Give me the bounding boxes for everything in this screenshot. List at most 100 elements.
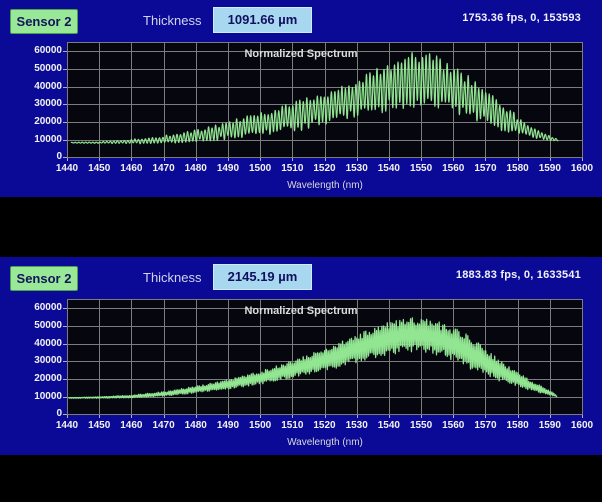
x-tick-mark [453, 415, 454, 418]
x-axis-title: Wavelength (nm) [287, 437, 363, 448]
x-tick-mark [453, 158, 454, 161]
y-tick-mark [63, 157, 67, 158]
sensor-panel-top: Sensor 2 Thickness 1091.66 µm 1753.36 fp… [0, 0, 602, 197]
x-tick-label: 1490 [216, 163, 240, 174]
x-tick-label: 1590 [538, 420, 561, 431]
x-tick-label: 1600 [570, 163, 594, 174]
x-tick-mark [389, 158, 390, 161]
y-tick-mark [63, 361, 67, 362]
y-tick-mark [63, 379, 67, 380]
x-tick-mark [67, 158, 68, 161]
x-tick-label: 1600 [570, 420, 594, 431]
y-tick-mark [63, 140, 67, 141]
chart-title: Normalized Spectrum [244, 305, 358, 317]
x-tick-label: 1510 [281, 420, 304, 431]
y-tick-mark [63, 87, 67, 88]
sensor-button[interactable]: Sensor 2 [10, 9, 78, 34]
x-tick-mark [292, 415, 293, 418]
x-tick-mark [357, 415, 358, 418]
x-tick-mark [164, 158, 165, 161]
y-tick-mark [63, 414, 67, 415]
y-tick-label: 60000 [34, 301, 62, 313]
y-tick-label: 40000 [34, 337, 62, 349]
x-tick-mark [131, 158, 132, 161]
spectrum-plot-canvas [67, 42, 583, 158]
x-tick-label: 1550 [409, 163, 433, 174]
y-tick-label: 60000 [34, 44, 62, 56]
y-tick-label: 10000 [34, 134, 62, 146]
thickness-value-indicator[interactable]: 1091.66 µm [213, 7, 312, 33]
sensor-button[interactable]: Sensor 2 [10, 266, 78, 291]
x-tick-label: 1450 [88, 420, 111, 431]
x-tick-label: 1460 [120, 163, 143, 174]
y-tick-mark [63, 344, 67, 345]
y-tick-label: 30000 [34, 355, 62, 367]
y-tick-mark [63, 326, 67, 327]
y-tick-label: 20000 [34, 373, 62, 385]
x-tick-label: 1440 [55, 163, 79, 174]
x-tick-label: 1590 [538, 163, 561, 174]
x-tick-mark [389, 415, 390, 418]
x-tick-mark [518, 415, 519, 418]
x-tick-label: 1500 [249, 420, 272, 431]
x-tick-label: 1550 [409, 420, 433, 431]
fps-status-readout: 1753.36 fps, 0, 153593 [462, 12, 581, 24]
y-tick-mark [63, 308, 67, 309]
y-tick-label: 10000 [34, 391, 62, 403]
x-tick-label: 1540 [377, 163, 400, 174]
y-tick-label: 20000 [34, 116, 62, 128]
y-tick-label: 50000 [34, 62, 62, 74]
x-tick-mark [260, 158, 261, 161]
x-tick-mark [582, 415, 583, 418]
x-tick-label: 1490 [216, 420, 240, 431]
x-tick-mark [228, 415, 229, 418]
x-tick-mark [164, 415, 165, 418]
x-tick-label: 1570 [474, 420, 497, 431]
y-tick-mark [63, 397, 67, 398]
x-tick-mark [325, 415, 326, 418]
x-tick-mark [325, 158, 326, 161]
thickness-value-indicator[interactable]: 2145.19 µm [213, 264, 312, 290]
y-tick-label: 40000 [34, 80, 62, 92]
x-tick-mark [550, 415, 551, 418]
x-tick-label: 1480 [184, 420, 207, 431]
y-tick-mark [63, 69, 67, 70]
x-tick-mark [99, 158, 100, 161]
spectrum-plot-canvas [67, 299, 583, 415]
x-tick-mark [99, 415, 100, 418]
x-tick-mark [518, 158, 519, 161]
x-axis-title: Wavelength (nm) [287, 180, 363, 191]
x-tick-label: 1520 [313, 420, 336, 431]
thickness-label: Thickness [143, 13, 202, 28]
x-tick-mark [550, 158, 551, 161]
x-tick-label: 1520 [313, 163, 336, 174]
x-tick-mark [485, 415, 486, 418]
x-tick-mark [67, 415, 68, 418]
x-tick-label: 1580 [506, 420, 529, 431]
x-tick-label: 1540 [377, 420, 400, 431]
y-tick-mark [63, 104, 67, 105]
thickness-label: Thickness [143, 270, 202, 285]
y-tick-label: 0 [56, 151, 62, 162]
x-tick-label: 1530 [345, 420, 368, 431]
x-tick-label: 1450 [88, 163, 111, 174]
x-tick-label: 1560 [442, 420, 465, 431]
x-tick-label: 1500 [249, 163, 272, 174]
x-tick-mark [357, 158, 358, 161]
x-tick-mark [228, 158, 229, 161]
x-tick-label: 1440 [55, 420, 79, 431]
x-tick-mark [196, 158, 197, 161]
x-tick-label: 1560 [442, 163, 465, 174]
x-tick-label: 1470 [152, 163, 175, 174]
x-tick-label: 1530 [345, 163, 368, 174]
x-tick-label: 1470 [152, 420, 175, 431]
y-tick-label: 30000 [34, 98, 62, 110]
x-tick-mark [485, 158, 486, 161]
sensor-panel-bottom: Sensor 2 Thickness 2145.19 µm 1883.83 fp… [0, 257, 602, 455]
x-tick-mark [582, 158, 583, 161]
y-tick-mark [63, 122, 67, 123]
x-tick-mark [260, 415, 261, 418]
x-tick-mark [421, 415, 422, 418]
y-tick-label: 50000 [34, 319, 62, 331]
